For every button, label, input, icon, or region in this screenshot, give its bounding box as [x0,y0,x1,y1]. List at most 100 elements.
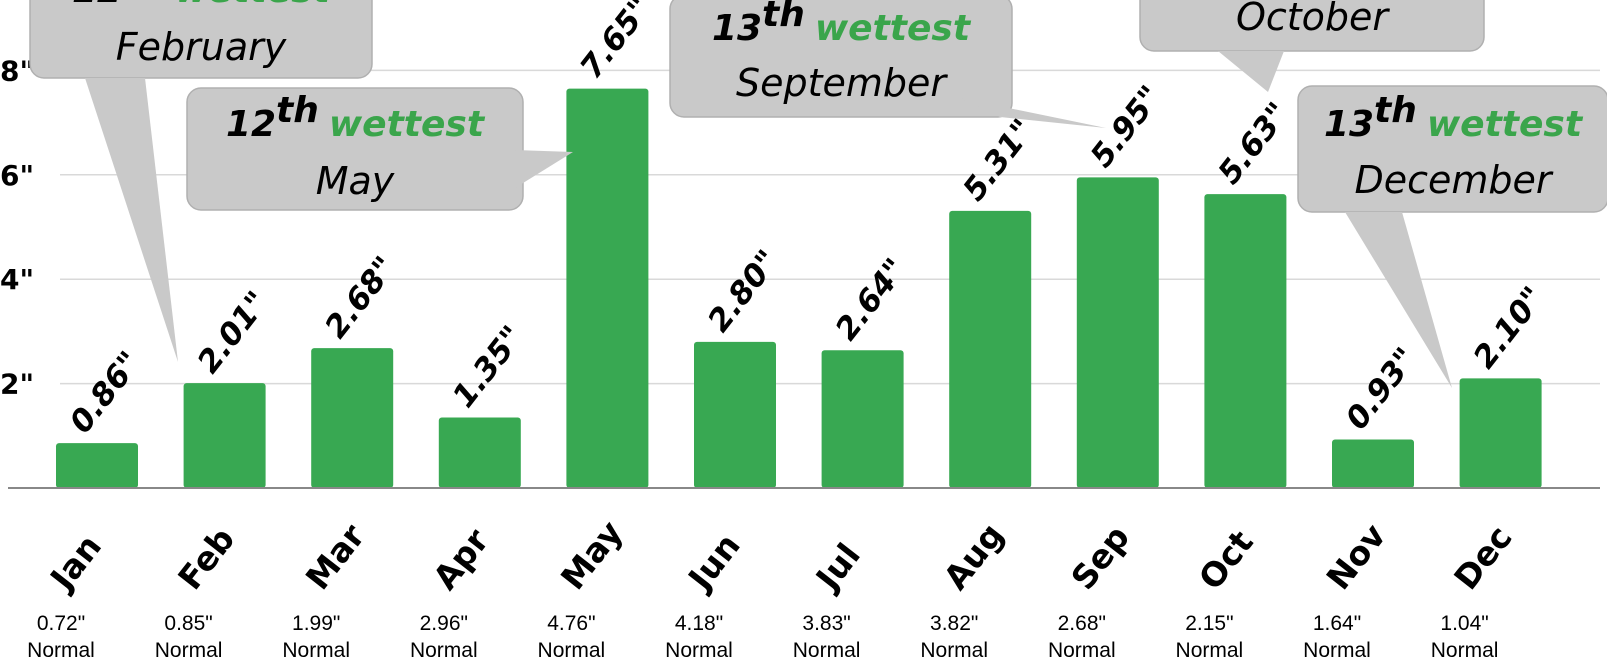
callout-box [186,87,524,211]
y-tick-label: 6" [0,159,34,192]
value-label: 1.35" [446,319,531,414]
callout-rank-suffix: th [276,90,319,131]
callout-month: September [736,61,948,105]
bar-oct [1204,194,1287,488]
value-label: 2.10" [1467,280,1552,375]
callout-wettest-word: wettest [175,0,332,11]
value-label: 2.80" [701,244,786,339]
callout-rank: 12 [226,104,276,145]
callout-wettest-word: wettest [329,104,486,145]
callout-rank-suffix: th [1374,90,1417,131]
callout-wettest-word: wettest [815,8,972,49]
callout-month: May [316,159,395,203]
normal-caption: Normal [920,639,988,662]
y-tick-label: 8" [0,54,34,87]
value-label: 7.65" [573,0,658,86]
callout-pointer [515,150,573,188]
y-tick-label: 2" [0,368,34,401]
month-label: Nov [1319,516,1394,597]
normal-caption: Normal [538,639,606,662]
month-label: Aug [936,516,1011,597]
callout-may: 12th wettest May [186,87,573,211]
callout-month: October [1236,0,1390,39]
month-label: Jun [679,526,747,598]
normal-caption: Normal [665,639,733,662]
bar-sep [1076,177,1159,488]
normal-value: 3.83" [802,612,850,635]
month-label: Mar [298,516,373,597]
month-label: Jul [807,536,868,599]
normal-caption: Normal [1048,639,1116,662]
bar-jan [56,443,138,488]
value-label: 0.86" [63,345,148,440]
month-label: May [553,513,630,597]
callout-pointer [1345,212,1452,388]
month-label: Dec [1446,518,1519,597]
normal-caption: Normal [1176,639,1244,662]
normal-value: 3.82" [930,612,978,635]
value-label: 2.68" [318,250,403,345]
value-label: 2.01" [191,285,276,380]
callout-rank: 13 [1324,104,1374,145]
normal-value: 4.18" [675,612,723,635]
callout-december: 13th wettest December [1297,85,1607,388]
bar-layer [56,88,1542,489]
value-label: 0.93" [1339,341,1424,436]
normal-value: 1.99" [292,612,340,635]
normal-caption: Normal [282,639,350,662]
callout-layer: 12thwettestFebruary12thwettestMay13thwet… [29,0,1607,388]
bar-nov [1332,439,1414,488]
callout-rank-line: 13th wettest [712,0,972,49]
normal-caption: Normal [155,639,223,662]
bar-may [566,88,649,489]
bar-dec [1459,378,1542,488]
bar-mar [311,348,394,488]
normal-caption: Normal [1431,639,1499,662]
bar-jul [821,350,904,488]
normal-caption: Normal [27,639,95,662]
normal-caption: Normal [1303,639,1371,662]
month-label: Apr [425,521,496,597]
value-label: 2.64" [829,252,914,347]
value-label: 5.63" [1211,96,1296,191]
callout-month: December [1354,158,1553,202]
callout-month: February [116,25,287,69]
callout-rank-suffix: th [762,0,805,35]
normal-value: 0.85" [164,612,212,635]
month-label-layer: Jan Feb Mar Apr May Jun Jul Aug Sep Oct Nov Dec [41,513,1519,598]
normal-value: 2.96" [420,612,468,635]
callout-box [29,0,373,79]
callout-pointer [1218,51,1284,92]
callout-rank: 12 [72,0,122,11]
normal-value: 2.68" [1058,612,1106,635]
month-label: Jan [41,527,109,598]
normal-value: 1.64" [1313,612,1361,635]
callout-box [669,0,1013,118]
callout-september: 13th wettest September [669,0,1106,128]
callout-pointer [960,98,1106,128]
bar-aug [949,210,1032,488]
bar-apr [438,417,521,488]
bar-jun [694,341,776,488]
value-label: 5.31" [956,113,1041,208]
normal-label-layer: 0.72" Normal 0.85" Normal 1.99" Normal 2.96" No… [27,612,1498,662]
normal-value: 0.72" [37,612,85,635]
normal-value: 2.15" [1185,612,1233,635]
callout-february: 12thwettestFebruary [29,0,373,362]
month-label: Oct [1191,523,1261,597]
normal-value: 1.04" [1440,612,1488,635]
month-label: Sep [1063,518,1137,597]
bar-feb [183,383,266,488]
callout-wettest-word: wettest [1427,104,1584,145]
callout-rank: 13 [712,8,762,49]
y-tick-label: 4" [0,263,34,296]
callout-box [1139,0,1485,52]
month-label: Feb [170,520,242,597]
callout-rank-line: 13th wettest [1324,90,1584,145]
normal-caption: Normal [410,639,478,662]
normal-caption: Normal [793,639,861,662]
callout-october: October [1139,0,1485,92]
